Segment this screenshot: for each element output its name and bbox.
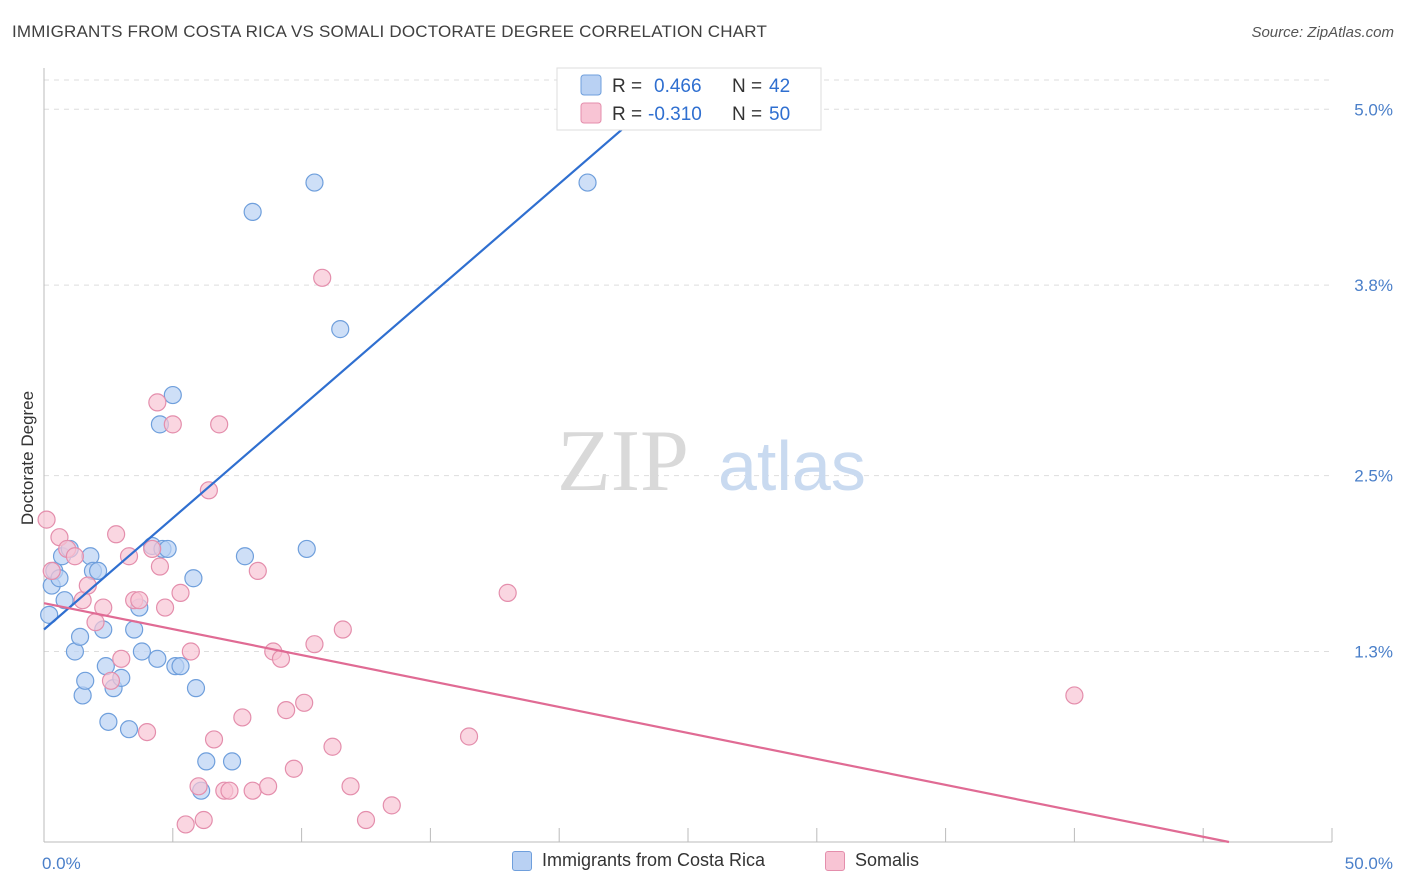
somali-point-42 bbox=[323, 737, 342, 756]
somali-point-17 bbox=[148, 393, 167, 412]
somali-point-16 bbox=[143, 539, 162, 559]
costa-rica-point-39 bbox=[305, 173, 324, 192]
costa-rica-point-37 bbox=[243, 202, 262, 221]
source-label: Source: ZipAtlas.com bbox=[1251, 24, 1394, 41]
watermark: ZIP atlas bbox=[557, 413, 866, 510]
costa-rica-point-0 bbox=[40, 605, 59, 624]
bottom-legend-swatch-somalis bbox=[825, 850, 845, 871]
y-tick-label-1: 2.5% bbox=[1354, 467, 1393, 486]
bottom-legend: Immigrants from Costa Rica Somalis bbox=[0, 850, 1406, 880]
somali-point-46 bbox=[382, 796, 401, 815]
axes bbox=[43, 68, 1333, 843]
somali-point-23 bbox=[181, 642, 200, 661]
costa-rica-point-10 bbox=[76, 671, 95, 690]
somali-trend-line bbox=[43, 602, 1230, 844]
y-tick-label-3: 5.0% bbox=[1354, 100, 1393, 119]
somali-point-18 bbox=[150, 557, 170, 576]
somali-point-26 bbox=[199, 481, 218, 500]
somali-point-44 bbox=[341, 777, 360, 796]
somali-point-15 bbox=[137, 722, 157, 742]
legend-n-label-1: N = bbox=[732, 104, 762, 125]
legend-r-label-0: R = bbox=[612, 76, 642, 97]
legend-swatch-costa-rica bbox=[580, 74, 602, 96]
watermark-atlas: atlas bbox=[718, 427, 866, 505]
x-tick-label-max: 50.0% bbox=[1345, 854, 1393, 873]
somali-point-14 bbox=[130, 591, 149, 610]
legend-r-label-1: R = bbox=[612, 104, 642, 125]
somali-point-30 bbox=[220, 781, 239, 800]
chart-title: IMMIGRANTS FROM COSTA RICA VS SOMALI DOC… bbox=[12, 22, 768, 41]
watermark-zip: ZIP bbox=[557, 413, 689, 510]
stats-legend: R = 0.466 N = 42 R = -0.310 N = 50 bbox=[556, 67, 822, 131]
somali-point-11 bbox=[112, 649, 131, 668]
somali-point-32 bbox=[243, 781, 262, 800]
legend-n-value-1: 50 bbox=[769, 104, 790, 125]
bottom-legend-label-costa-rica: Immigrants from Costa Rica bbox=[542, 850, 766, 870]
costa-rica-point-31 bbox=[184, 569, 203, 588]
somali-point-25 bbox=[194, 810, 213, 830]
legend-r-value-1: -0.310 bbox=[648, 104, 702, 125]
bottom-legend-label-somalis: Somalis bbox=[855, 850, 920, 870]
somali-point-10 bbox=[107, 525, 126, 544]
bottom-legend-item-somalis: Somalis bbox=[825, 850, 919, 871]
y-axis-label: Doctorate Degree bbox=[18, 391, 37, 525]
data-points bbox=[37, 173, 1084, 834]
costa-rica-point-8 bbox=[70, 627, 90, 646]
legend-n-value-0: 42 bbox=[769, 76, 790, 97]
somali-point-19 bbox=[155, 598, 175, 617]
somali-point-34 bbox=[259, 777, 278, 796]
bottom-legend-item-costa-rica: Immigrants from Costa Rica bbox=[512, 850, 765, 871]
somali-point-48 bbox=[498, 583, 517, 602]
legend-n-label-0: N = bbox=[732, 76, 762, 97]
somali-point-45 bbox=[356, 810, 376, 830]
somali-point-43 bbox=[333, 620, 352, 639]
costa-rica-point-34 bbox=[197, 752, 216, 771]
somali-point-41 bbox=[313, 268, 332, 287]
costa-rica-point-30 bbox=[171, 657, 190, 676]
somali-point-1 bbox=[42, 561, 61, 581]
somali-point-4 bbox=[65, 547, 85, 566]
somali-point-21 bbox=[171, 583, 190, 602]
somali-point-33 bbox=[248, 561, 267, 581]
costa-rica-point-5 bbox=[55, 591, 74, 610]
costa-rica-point-36 bbox=[235, 547, 255, 566]
somali-point-0 bbox=[37, 510, 56, 529]
bottom-legend-swatch-costa-rica bbox=[512, 850, 532, 871]
costa-rica-point-16 bbox=[99, 712, 118, 731]
grid-lines bbox=[44, 79, 1332, 652]
costa-rica-point-38 bbox=[297, 539, 316, 559]
costa-rica-trend-line bbox=[43, 93, 663, 631]
somali-point-47 bbox=[459, 727, 479, 746]
trend-lines bbox=[43, 93, 1230, 844]
legend-swatch-somalis bbox=[580, 102, 602, 124]
y-tick-label-2: 3.8% bbox=[1354, 276, 1393, 295]
x-tick-label-min: 0.0% bbox=[42, 854, 81, 873]
costa-rica-point-32 bbox=[186, 679, 206, 698]
tick-labels: 1.3% 2.5% 3.8% 5.0% 0.0% 50.0% bbox=[42, 100, 1393, 873]
costa-rica-point-24 bbox=[148, 649, 167, 668]
y-tick-label-0: 1.3% bbox=[1354, 643, 1393, 662]
somali-point-37 bbox=[277, 701, 296, 720]
somali-point-22 bbox=[176, 815, 195, 834]
costa-rica-point-41 bbox=[578, 173, 597, 192]
legend-r-value-0: 0.466 bbox=[654, 76, 702, 97]
somali-point-40 bbox=[305, 635, 324, 654]
costa-rica-point-19 bbox=[119, 720, 139, 739]
somali-point-20 bbox=[163, 415, 182, 434]
somali-point-38 bbox=[284, 759, 303, 778]
somali-point-28 bbox=[210, 415, 229, 434]
costa-rica-point-27 bbox=[158, 539, 177, 559]
somali-point-31 bbox=[233, 708, 252, 727]
costa-rica-point-40 bbox=[331, 320, 350, 339]
somali-point-9 bbox=[101, 671, 121, 690]
somali-point-24 bbox=[189, 777, 208, 796]
costa-rica-point-22 bbox=[132, 642, 151, 661]
costa-rica-point-35 bbox=[222, 752, 242, 771]
somali-point-39 bbox=[295, 693, 314, 712]
costa-rica-point-13 bbox=[88, 561, 108, 581]
costa-rica-point-28 bbox=[163, 385, 182, 405]
somali-point-49 bbox=[1065, 686, 1084, 705]
somali-point-27 bbox=[204, 730, 224, 749]
